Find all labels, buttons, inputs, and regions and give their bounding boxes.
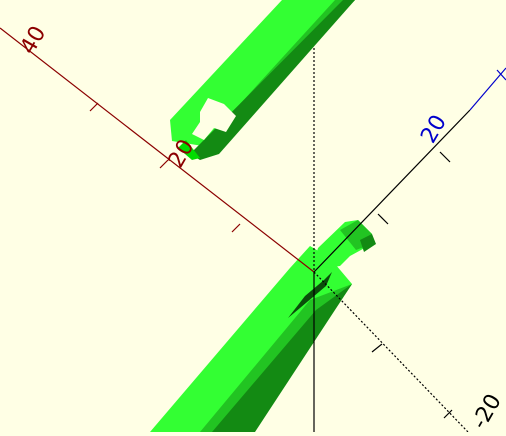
x-axis-label-40: 40 [16, 22, 52, 59]
y-axis-label-20: 20 [416, 111, 452, 148]
negative-axis-dotted [313, 271, 469, 433]
negative-axis-tick-2 [443, 409, 453, 419]
x-axis-tick-2 [159, 159, 169, 169]
model-upper-notch [192, 98, 236, 140]
model-part-lower[interactable] [150, 220, 376, 432]
model-lower-body [150, 246, 352, 432]
y-axis-line [313, 109, 471, 273]
negative-axis-label-20: -20 [467, 390, 506, 432]
x-axis-line [0, 27, 315, 273]
model-lower-side [212, 284, 352, 432]
z-axis-tick [496, 69, 506, 81]
negative-axis-tick-1 [371, 343, 383, 353]
y-axis-tick-1 [377, 213, 389, 225]
x-axis-tick-1 [89, 102, 99, 112]
model-upper-face [178, 140, 200, 160]
x-axis-tick-3 [231, 223, 241, 233]
model-part-upper[interactable] [170, 0, 355, 160]
model-lower-slot [288, 272, 332, 318]
z-axis-line [469, 67, 506, 111]
model-lower-knob-dark [360, 234, 376, 252]
y-axis-tick-2 [439, 151, 451, 163]
